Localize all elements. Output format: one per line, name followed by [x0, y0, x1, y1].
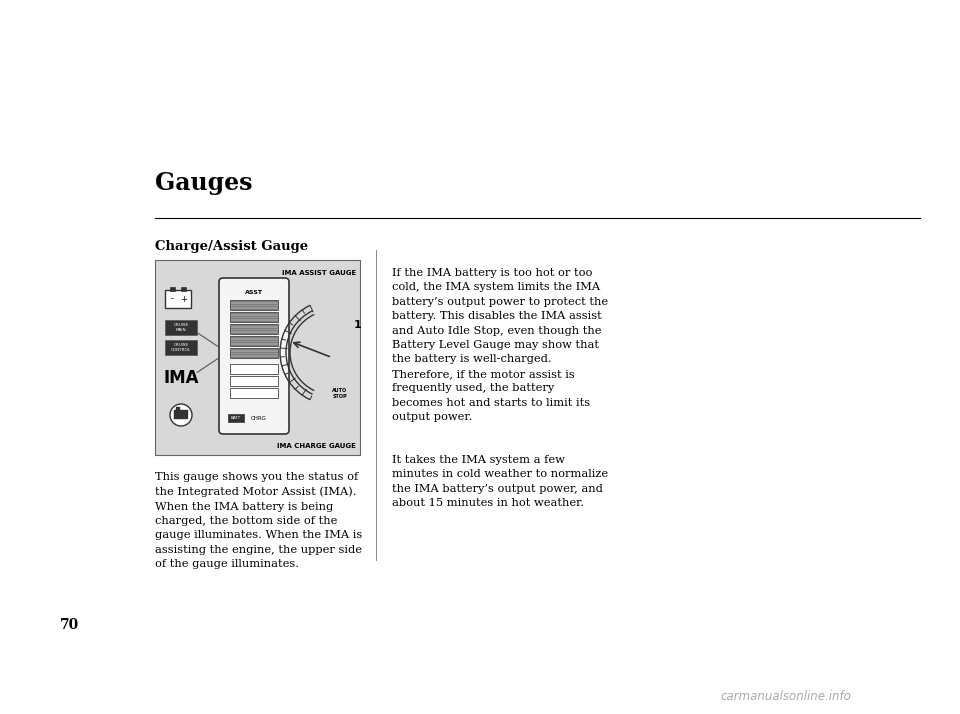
Text: AUTO
STOP: AUTO STOP — [332, 388, 348, 399]
Text: Charge/Assist Gauge: Charge/Assist Gauge — [155, 240, 308, 253]
Text: IMA ASSIST GAUGE: IMA ASSIST GAUGE — [281, 270, 356, 276]
Text: This gauge shows you the status of
the Integrated Motor Assist (IMA).
When the I: This gauge shows you the status of the I… — [155, 472, 362, 569]
Text: carmanualsonline.info: carmanualsonline.info — [720, 690, 851, 703]
Text: It takes the IMA system a few
minutes in cold weather to normalize
the IMA batte: It takes the IMA system a few minutes in… — [392, 455, 608, 508]
Bar — [174, 410, 188, 419]
Bar — [165, 290, 191, 308]
Bar — [181, 287, 186, 291]
Bar — [165, 340, 197, 355]
Text: CHRG: CHRG — [251, 416, 267, 421]
Circle shape — [170, 404, 192, 426]
Text: If the IMA battery is too hot or too
cold, the IMA system limits the IMA
battery: If the IMA battery is too hot or too col… — [392, 268, 608, 422]
Text: ASST: ASST — [245, 289, 263, 294]
Text: IMA CHARGE GAUGE: IMA CHARGE GAUGE — [277, 443, 356, 449]
Bar — [170, 287, 175, 291]
Bar — [230, 324, 278, 334]
Text: 1: 1 — [354, 319, 362, 329]
Bar — [228, 414, 244, 422]
Text: IMA: IMA — [163, 369, 199, 387]
Bar — [230, 388, 278, 398]
Text: Gauges: Gauges — [155, 171, 252, 195]
Bar — [230, 364, 278, 374]
Text: CRUISE
CONTROL: CRUISE CONTROL — [171, 343, 191, 352]
Bar — [165, 320, 197, 335]
Bar — [176, 407, 180, 411]
Bar — [230, 348, 278, 358]
Text: +: + — [180, 294, 187, 303]
Bar — [230, 312, 278, 322]
Bar — [155, 260, 360, 455]
Text: BATT: BATT — [230, 416, 241, 420]
Text: -: - — [171, 294, 174, 303]
Bar — [230, 376, 278, 386]
Bar — [230, 336, 278, 346]
Text: 70: 70 — [60, 618, 80, 632]
FancyBboxPatch shape — [219, 278, 289, 434]
Text: CRUISE
MAIN: CRUISE MAIN — [174, 323, 188, 331]
Bar — [230, 300, 278, 310]
